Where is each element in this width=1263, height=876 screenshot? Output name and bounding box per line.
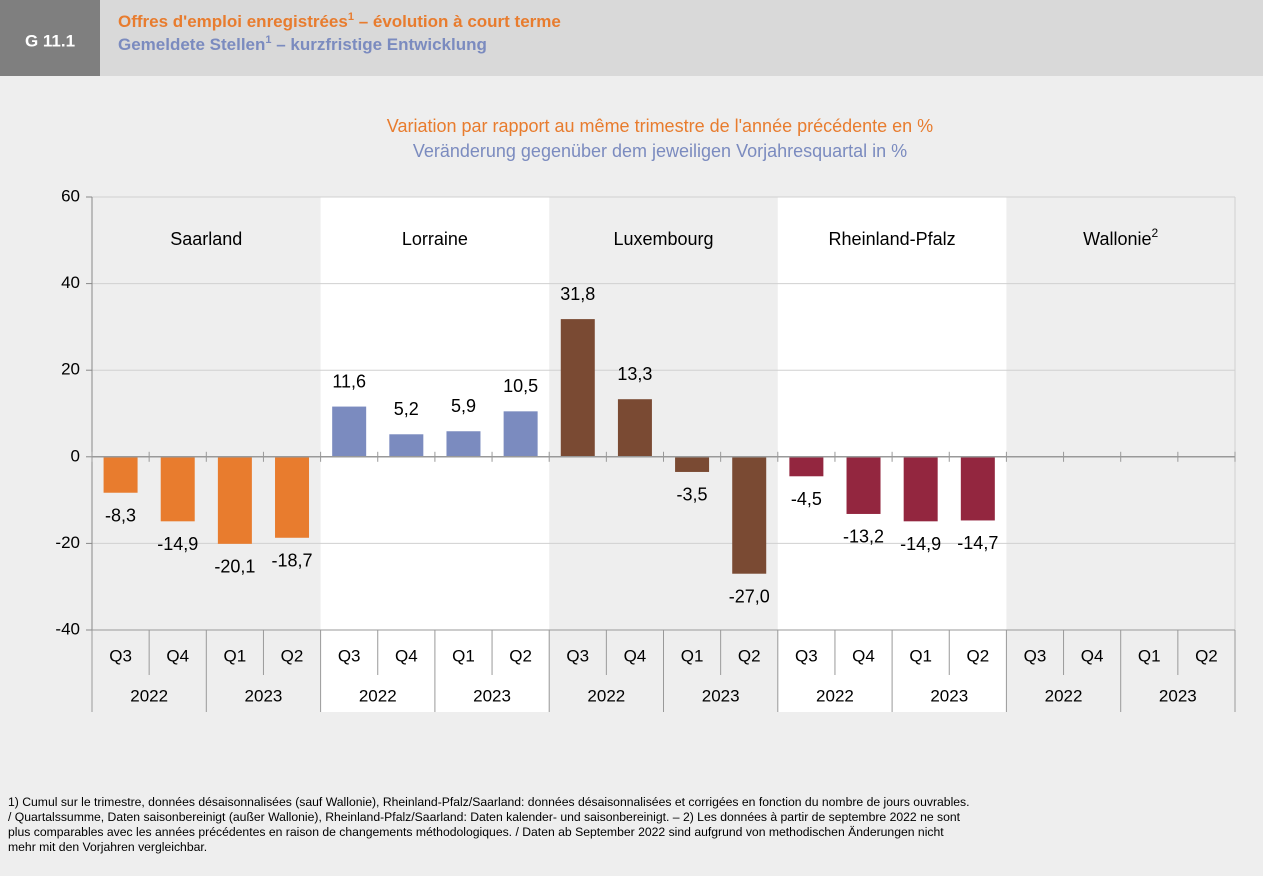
value-label: -14,9 <box>157 534 198 554</box>
bar <box>560 319 595 457</box>
x-tick-label: Q4 <box>166 646 189 665</box>
title-de: Gemeldete Stellen1 – kurzfristige Entwic… <box>118 34 487 55</box>
bar <box>389 434 424 457</box>
value-label: 31,8 <box>560 284 595 304</box>
bar <box>789 456 824 477</box>
bar <box>846 456 881 514</box>
region-sup: 2 <box>1152 226 1159 240</box>
title-rest: – kurzfristige Entwicklung <box>272 35 487 54</box>
value-label: 5,2 <box>394 399 419 419</box>
region-name: Luxembourg <box>613 229 713 249</box>
y-tick-label: 20 <box>61 360 80 379</box>
year-label: 2023 <box>702 686 740 705</box>
y-tick-label: 40 <box>61 273 80 292</box>
value-label: -13,2 <box>843 527 884 547</box>
footnote-line: / Quartalssumme, Daten saisonbereinigt (… <box>8 810 961 824</box>
year-label: 2022 <box>130 686 168 705</box>
year-label: 2023 <box>1159 686 1197 705</box>
region-label: Rheinland-Pfalz <box>829 229 956 249</box>
x-tick-label: Q2 <box>966 646 989 665</box>
footnote: 1) Cumul sur le trimestre, données désai… <box>8 795 970 854</box>
y-tick-label: 0 <box>71 446 80 465</box>
bar <box>675 456 710 472</box>
bar <box>332 406 367 457</box>
x-tick-label: Q3 <box>566 646 589 665</box>
region-label: Lorraine <box>402 229 468 249</box>
value-label: -27,0 <box>729 586 770 606</box>
value-label: 13,3 <box>617 364 652 384</box>
value-label: -4,5 <box>791 489 822 509</box>
x-tick-label: Q4 <box>1081 646 1104 665</box>
bar <box>732 456 767 574</box>
value-label: -8,3 <box>105 505 136 525</box>
x-tick-label: Q1 <box>1138 646 1161 665</box>
value-label: -20,1 <box>214 557 255 577</box>
value-label: 5,9 <box>451 396 476 416</box>
header-band <box>0 0 1263 76</box>
subtitle-de: Veränderung gegenüber dem jeweiligen Vor… <box>413 141 907 161</box>
region-label: Luxembourg <box>613 229 713 249</box>
x-tick-label: Q3 <box>795 646 818 665</box>
x-tick-label: Q3 <box>338 646 361 665</box>
x-tick-label: Q2 <box>1195 646 1218 665</box>
value-label: -14,7 <box>957 533 998 553</box>
footnote-line: 1) Cumul sur le trimestre, données désai… <box>8 795 970 809</box>
region-name: Lorraine <box>402 229 468 249</box>
title-rest: – évolution à court terme <box>354 12 561 31</box>
bar <box>617 399 652 457</box>
region-label: Saarland <box>170 229 242 249</box>
year-label: 2022 <box>1045 686 1083 705</box>
footnote-line: mehr mit den Vorjahren vergleichbar. <box>8 840 207 854</box>
x-tick-label: Q2 <box>509 646 532 665</box>
bar <box>503 411 538 457</box>
year-label: 2023 <box>245 686 283 705</box>
bar <box>103 456 138 493</box>
region-label: Wallonie2 <box>1083 226 1158 249</box>
title-text: Offres d'emploi enregistrées <box>118 12 348 31</box>
title-text: Gemeldete Stellen <box>118 35 265 54</box>
value-label: -18,7 <box>272 551 313 571</box>
value-label: 10,5 <box>503 376 538 396</box>
region-name: Wallonie <box>1083 229 1151 249</box>
y-tick-label: -40 <box>55 619 80 638</box>
plot: -40 -20 0 20 40 60 Saarland Q3 -8,3 Q4 -14,9 Q1 -20,… <box>55 186 1236 712</box>
year-label: 2023 <box>930 686 968 705</box>
x-tick-label: Q4 <box>624 646 647 665</box>
region-name: Rheinland-Pfalz <box>829 229 956 249</box>
year-label: 2023 <box>473 686 511 705</box>
bar <box>217 456 252 544</box>
year-label: 2022 <box>816 686 854 705</box>
year-label: 2022 <box>359 686 397 705</box>
x-tick-label: Q4 <box>852 646 875 665</box>
region-name: Saarland <box>170 229 242 249</box>
x-tick-label: Q1 <box>909 646 932 665</box>
footnote-line: plus comparables avec les années précéde… <box>8 825 944 839</box>
x-tick-label: Q2 <box>281 646 304 665</box>
y-tick-label: -20 <box>55 533 80 552</box>
subtitle-fr: Variation par rapport au même trimestre … <box>387 116 933 136</box>
title-sup: 1 <box>348 11 354 23</box>
value-label: -3,5 <box>677 485 708 505</box>
badge: G 11.1 <box>25 31 75 50</box>
x-tick-label: Q2 <box>738 646 761 665</box>
x-tick-label: Q1 <box>681 646 704 665</box>
x-tick-label: Q3 <box>109 646 132 665</box>
y-tick-label: 60 <box>61 186 80 205</box>
x-tick-label: Q1 <box>452 646 475 665</box>
bar <box>960 456 995 521</box>
x-tick-label: Q1 <box>224 646 247 665</box>
badge-box <box>0 0 100 76</box>
title-sup: 1 <box>265 34 271 46</box>
x-tick-label: Q3 <box>1024 646 1047 665</box>
bar <box>446 431 481 457</box>
value-label: 11,6 <box>332 371 366 391</box>
title-fr: Offres d'emploi enregistrées1 – évolutio… <box>118 11 561 32</box>
bar <box>275 456 310 538</box>
x-tick-label: Q4 <box>395 646 418 665</box>
value-label: -14,9 <box>900 534 941 554</box>
bar <box>160 456 195 522</box>
year-label: 2022 <box>587 686 625 705</box>
bar <box>903 456 938 522</box>
